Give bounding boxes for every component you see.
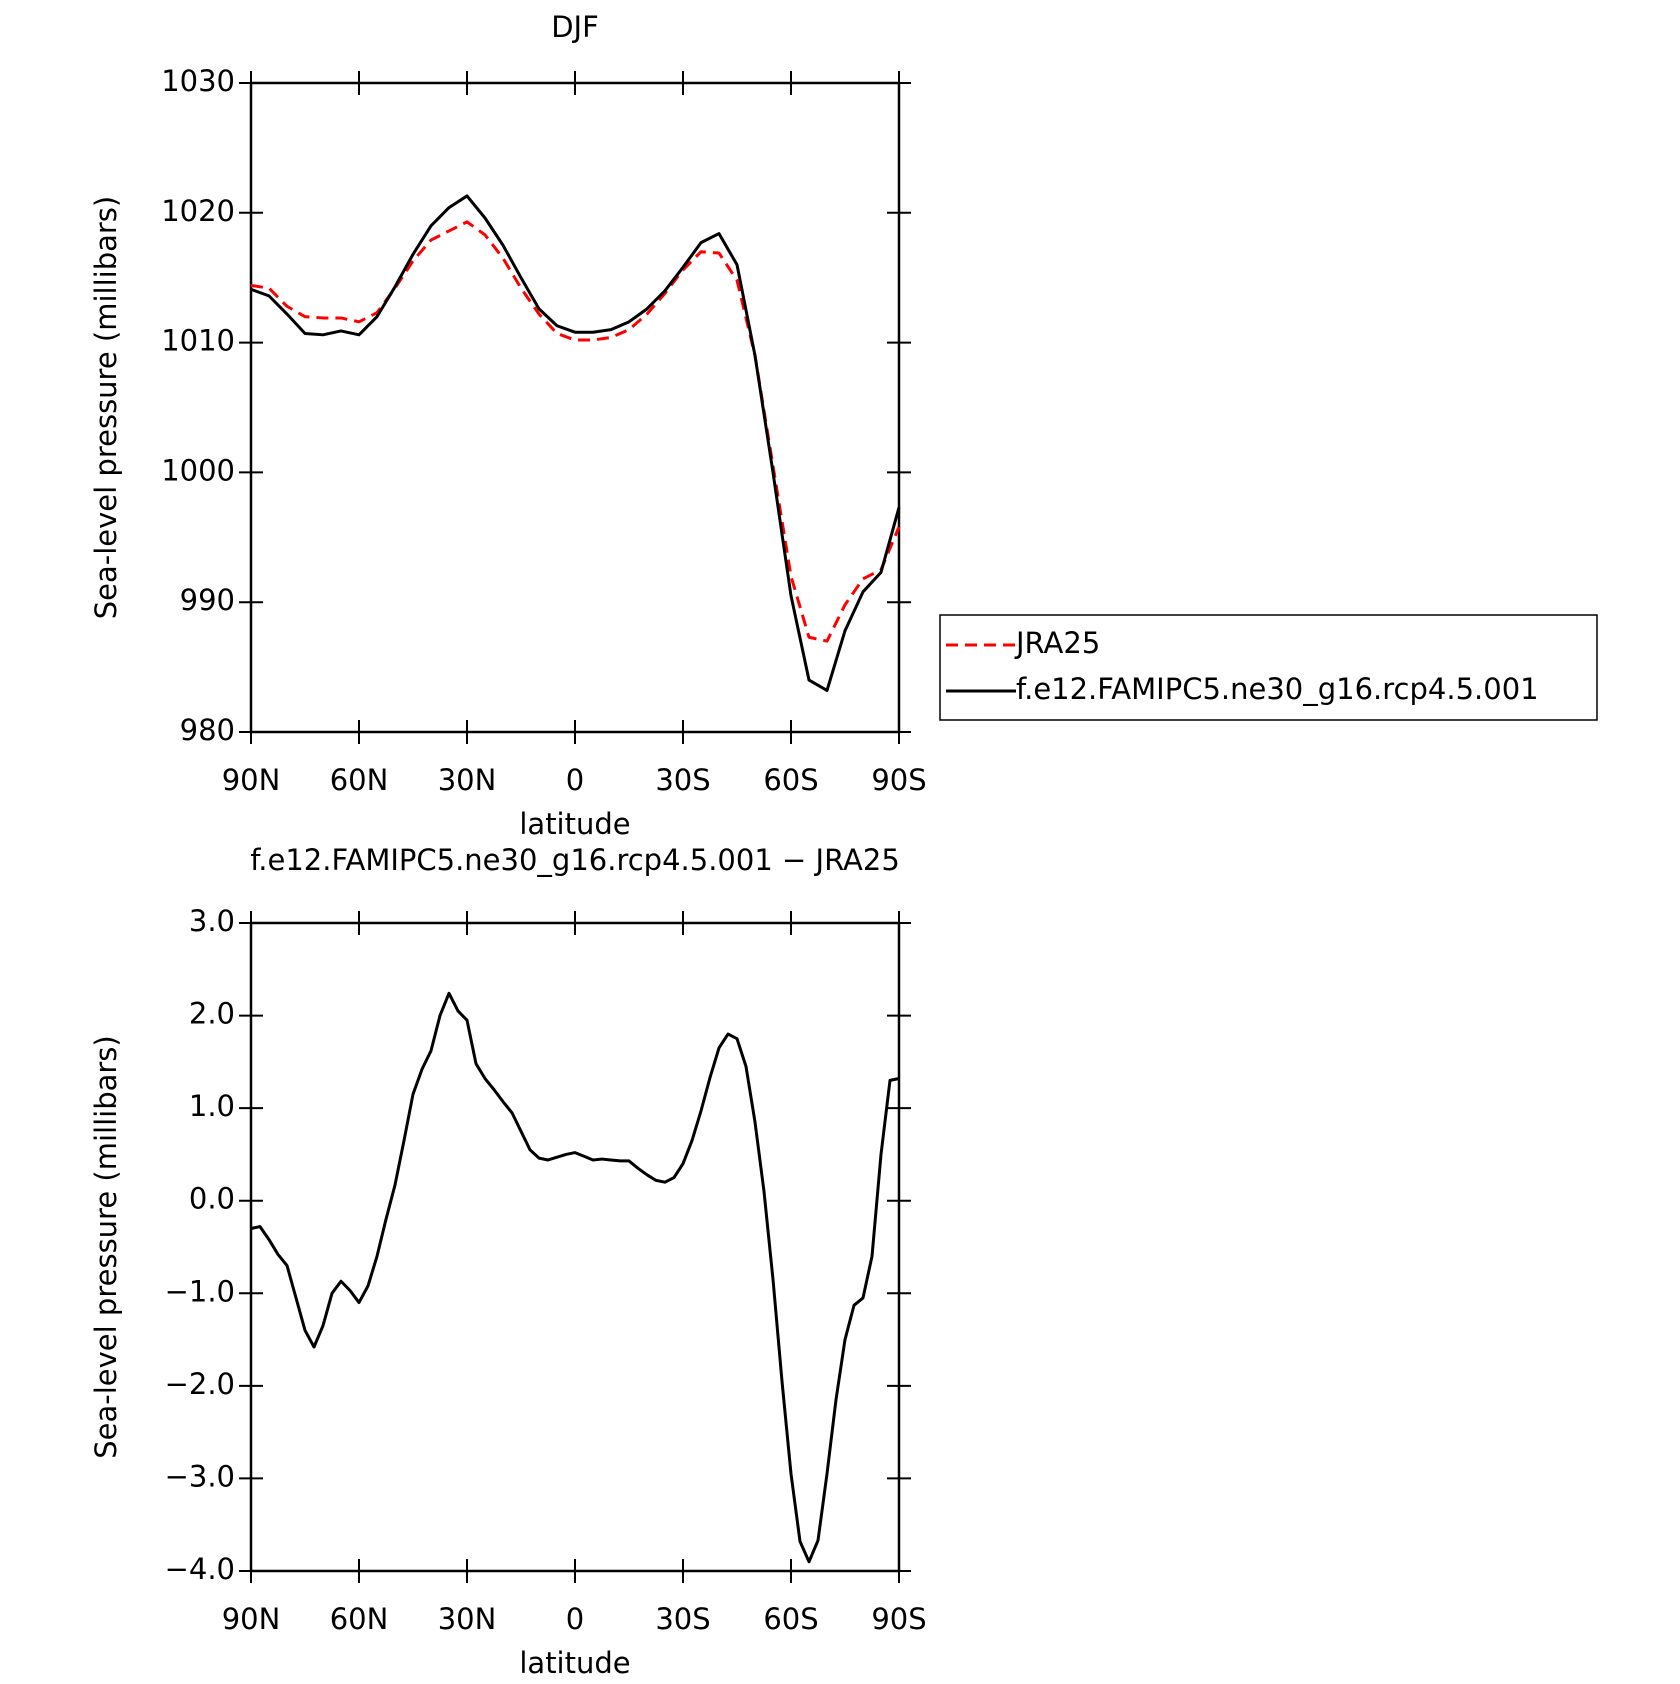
y-tick-label: 1.0 bbox=[189, 1089, 235, 1123]
y-tick-label: −4.0 bbox=[165, 1552, 235, 1586]
data-line bbox=[250, 991, 900, 1564]
y-tick-label: 0.0 bbox=[189, 1182, 235, 1216]
x-tick-label: 60S bbox=[763, 1602, 818, 1636]
legend: JRA25 f.e12.FAMIPC5.ne30_g16.rcp4.5.001 bbox=[939, 614, 1598, 721]
x-tick-label: 90S bbox=[871, 763, 926, 797]
x-tick-label: 90N bbox=[222, 1602, 281, 1636]
x-tick-label: 0 bbox=[566, 1602, 584, 1636]
y-tick-label: 2.0 bbox=[189, 997, 235, 1031]
y-tick-label: 990 bbox=[180, 583, 235, 617]
x-tick-label: 90S bbox=[871, 1602, 926, 1636]
data-line bbox=[250, 194, 901, 692]
chart-title: DJF bbox=[551, 10, 599, 44]
y-axis-label: Sea-level pressure (millibars) bbox=[89, 1035, 123, 1458]
y-tick-label: 980 bbox=[180, 713, 235, 747]
x-tick-label: 60S bbox=[763, 763, 818, 797]
legend-label: f.e12.FAMIPC5.ne30_g16.rcp4.5.001 bbox=[1016, 672, 1539, 706]
chart-title: f.e12.FAMIPC5.ne30_g16.rcp4.5.001 − JRA2… bbox=[250, 843, 900, 877]
y-tick-label: 3.0 bbox=[189, 904, 235, 938]
x-tick-label: 30N bbox=[438, 763, 497, 797]
x-tick-label: 30N bbox=[438, 1602, 497, 1636]
y-tick-label: 1030 bbox=[161, 64, 235, 98]
y-tick-label: 1010 bbox=[161, 324, 235, 358]
y-tick-label: −3.0 bbox=[165, 1459, 235, 1493]
x-tick-label: 60N bbox=[330, 1602, 389, 1636]
legend-label: JRA25 bbox=[1014, 626, 1100, 660]
y-axis-label: Sea-level pressure (millibars) bbox=[89, 196, 123, 619]
y-tick-label: 1020 bbox=[161, 194, 235, 228]
plot-frame bbox=[249, 921, 901, 1573]
data-line bbox=[250, 220, 901, 643]
plot-frame bbox=[249, 81, 901, 734]
x-axis-label: latitude bbox=[519, 1646, 630, 1680]
x-tick-label: 30S bbox=[655, 763, 710, 797]
y-tick-label: 1000 bbox=[161, 453, 235, 487]
x-axis-label: latitude bbox=[519, 807, 630, 841]
x-tick-label: 90N bbox=[222, 763, 281, 797]
x-tick-label: 30S bbox=[655, 1602, 710, 1636]
legend-box bbox=[939, 614, 1598, 721]
x-tick-label: 60N bbox=[330, 763, 389, 797]
y-tick-label: −2.0 bbox=[165, 1367, 235, 1401]
x-tick-label: 0 bbox=[566, 763, 584, 797]
y-tick-label: −1.0 bbox=[165, 1274, 235, 1308]
